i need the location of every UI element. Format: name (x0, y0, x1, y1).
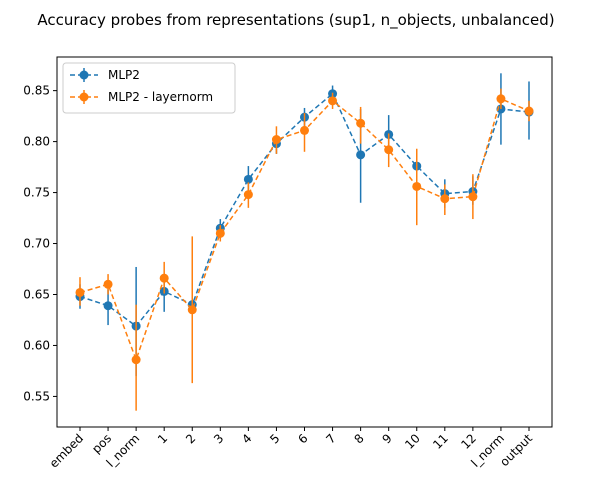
y-tick-label: 0.60 (23, 338, 50, 352)
x-tick-label: 5 (267, 431, 282, 446)
legend-frame (62, 62, 236, 114)
chart-title: Accuracy probes from representations (su… (37, 11, 554, 30)
x-tick-label: output (497, 431, 535, 469)
data-point (103, 279, 113, 289)
y-axis: 0.55 0.60 0.65 0.70 0.75 0.80 0.85 (23, 84, 57, 403)
data-point (215, 228, 225, 238)
data-point (468, 192, 478, 202)
data-point (384, 145, 394, 155)
data-point (103, 301, 113, 311)
x-tick-label: 6 (295, 431, 310, 446)
series-mlp2-layernorm (75, 88, 534, 411)
data-point (496, 94, 506, 104)
x-tick-label: 9 (380, 431, 395, 446)
data-point (524, 106, 534, 116)
y-tick-label: 0.70 (23, 237, 50, 251)
data-point (412, 181, 422, 191)
legend-mlp2-label: MLP2 (108, 68, 140, 82)
x-tick-label: 8 (351, 431, 366, 446)
x-tick-label: 4 (239, 431, 254, 446)
y-tick-label: 0.75 (23, 186, 50, 200)
x-tick-label: 12 (458, 431, 479, 452)
plot-area: 0.550.600.650.700.750.800.85 embed posl_n… (23, 56, 553, 471)
data-point (75, 287, 85, 297)
data-point (440, 194, 450, 204)
x-tick-label: 10 (402, 431, 423, 452)
legend-layernorm-label: MLP2 - layernorm (108, 90, 213, 104)
y-tick-label: 0.80 (23, 135, 50, 149)
x-tick-label: embed (47, 431, 86, 470)
legend-entry-mlp2-layernorm: MLP2 - layernorm (70, 90, 213, 104)
data-point (243, 174, 253, 184)
x-tick-label: 3 (211, 431, 226, 446)
x-tick-label: 1 (155, 431, 170, 446)
data-point (271, 135, 281, 145)
series-layer (75, 73, 534, 411)
data-point (356, 150, 366, 160)
data-point (328, 96, 338, 106)
x-tick-label: 7 (323, 431, 338, 446)
legend-entry-mlp2: MLP2 (70, 68, 140, 82)
y-tick-label: 0.65 (23, 287, 50, 301)
data-point (159, 273, 169, 283)
data-point (187, 305, 197, 315)
y-tick-label: 0.55 (23, 389, 50, 403)
y-tick-label: 0.85 (23, 84, 50, 98)
data-point (131, 355, 141, 365)
legend-layernorm-marker-icon (79, 92, 89, 102)
legend-mlp2-marker-icon (79, 70, 89, 80)
data-point (243, 190, 253, 200)
x-tick-label: 11 (430, 431, 451, 452)
legend: MLP2 MLP2 - layernorm (62, 62, 236, 114)
data-point (300, 125, 309, 135)
data-point (356, 118, 366, 128)
x-tick-label: 2 (183, 431, 198, 446)
